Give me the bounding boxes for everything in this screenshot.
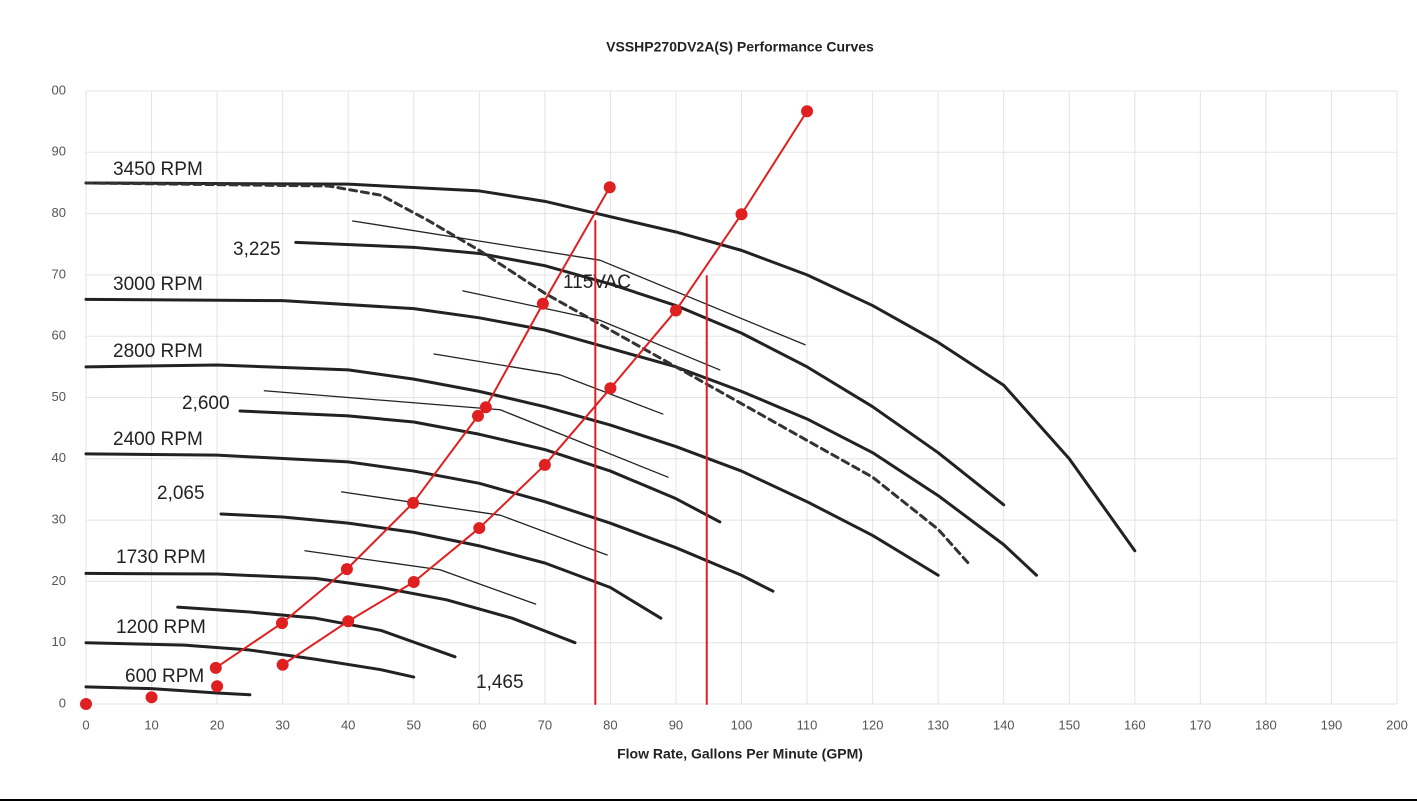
series-line <box>433 353 664 415</box>
x-tick-label: 0 <box>82 717 89 732</box>
data-point <box>801 105 814 118</box>
data-point <box>342 615 355 628</box>
x-tick-label: 50 <box>407 717 421 732</box>
data-point <box>275 617 288 630</box>
data-point <box>276 658 289 671</box>
y-tick-label: 60 <box>52 328 66 343</box>
series-line <box>352 220 806 346</box>
series-line <box>84 363 940 577</box>
x-tick-label: 60 <box>472 717 486 732</box>
x-tick-label: 190 <box>1321 717 1343 732</box>
data-point <box>536 297 549 310</box>
x-tick-label: 100 <box>731 717 753 732</box>
y-tick-label: 20 <box>52 573 66 588</box>
data-point <box>80 698 92 710</box>
series-line <box>304 550 537 605</box>
curve-label: 600 RPM <box>125 666 204 687</box>
series-line <box>176 605 457 659</box>
series-line <box>84 181 1137 553</box>
x-tick-label: 30 <box>275 717 289 732</box>
series-line <box>238 409 722 524</box>
data-point <box>669 304 682 317</box>
x-tick-label: 160 <box>1124 717 1146 732</box>
x-axis-label: Flow Rate, Gallons Per Minute (GPM) <box>617 746 863 762</box>
data-point <box>407 496 420 509</box>
series-line <box>219 512 663 620</box>
data-point <box>479 401 492 414</box>
curve-label: 3,225 <box>233 239 281 260</box>
x-tick-label: 110 <box>797 717 818 732</box>
series-line <box>84 641 416 679</box>
curve-label: 1730 RPM <box>116 547 206 568</box>
curve-label: 3000 RPM <box>113 274 203 295</box>
series-line <box>84 571 577 645</box>
curve-label: 2,600 <box>182 393 230 414</box>
x-tick-label: 80 <box>603 717 617 732</box>
data-point <box>473 522 486 535</box>
curve-label: 115VAC <box>563 272 631 293</box>
data-point <box>604 382 617 395</box>
data-point <box>209 661 222 674</box>
series-line <box>84 297 1038 577</box>
curve-label: 2800 RPM <box>113 341 203 362</box>
x-tick-label: 90 <box>669 717 683 732</box>
y-tick-label: 80 <box>52 205 66 220</box>
series-line <box>84 452 775 593</box>
series-line <box>263 390 669 478</box>
data-point <box>211 680 224 693</box>
y-tick-label: 70 <box>52 266 66 281</box>
data-point <box>603 181 616 194</box>
y-tick-label: 50 <box>52 389 66 404</box>
x-tick-label: 200 <box>1386 717 1408 732</box>
data-point <box>145 691 158 704</box>
chart-title: VSSHP270DV2A(S) Performance Curves <box>606 39 874 55</box>
curve-label: 3450 RPM <box>113 159 203 180</box>
x-tick-label: 180 <box>1255 717 1277 732</box>
y-tick-label: 10 <box>52 634 66 649</box>
data-point <box>407 576 420 589</box>
x-tick-label: 140 <box>993 717 1015 732</box>
series-line <box>84 181 973 568</box>
x-tick-label: 170 <box>1189 717 1211 732</box>
x-tick-label: 150 <box>1058 717 1080 732</box>
y-tick-label: 00 <box>52 82 66 97</box>
x-tick-label: 120 <box>862 717 884 732</box>
y-tick-label: 30 <box>52 512 66 527</box>
data-point <box>538 458 551 471</box>
series-line <box>340 491 608 556</box>
series-line <box>294 240 1006 507</box>
y-tick-label: 0 <box>59 695 66 710</box>
curve-label: 2,065 <box>157 483 205 504</box>
series-line <box>214 186 611 669</box>
x-tick-label: 20 <box>210 717 224 732</box>
x-tick-label: 130 <box>927 717 949 732</box>
y-tick-label: 40 <box>52 450 66 465</box>
curve-label: 1,465 <box>476 672 524 693</box>
series-line <box>84 685 252 697</box>
data-point <box>471 409 484 422</box>
x-tick-label: 40 <box>341 717 355 732</box>
series-line <box>462 290 721 371</box>
curve-label: 2400 RPM <box>113 429 203 450</box>
curve-label: 1200 RPM <box>116 617 206 638</box>
x-tick-label: 70 <box>538 717 552 732</box>
x-tick-label: 10 <box>144 717 158 732</box>
y-tick-label: 90 <box>52 144 66 159</box>
data-point <box>340 563 353 576</box>
data-point <box>735 208 748 221</box>
